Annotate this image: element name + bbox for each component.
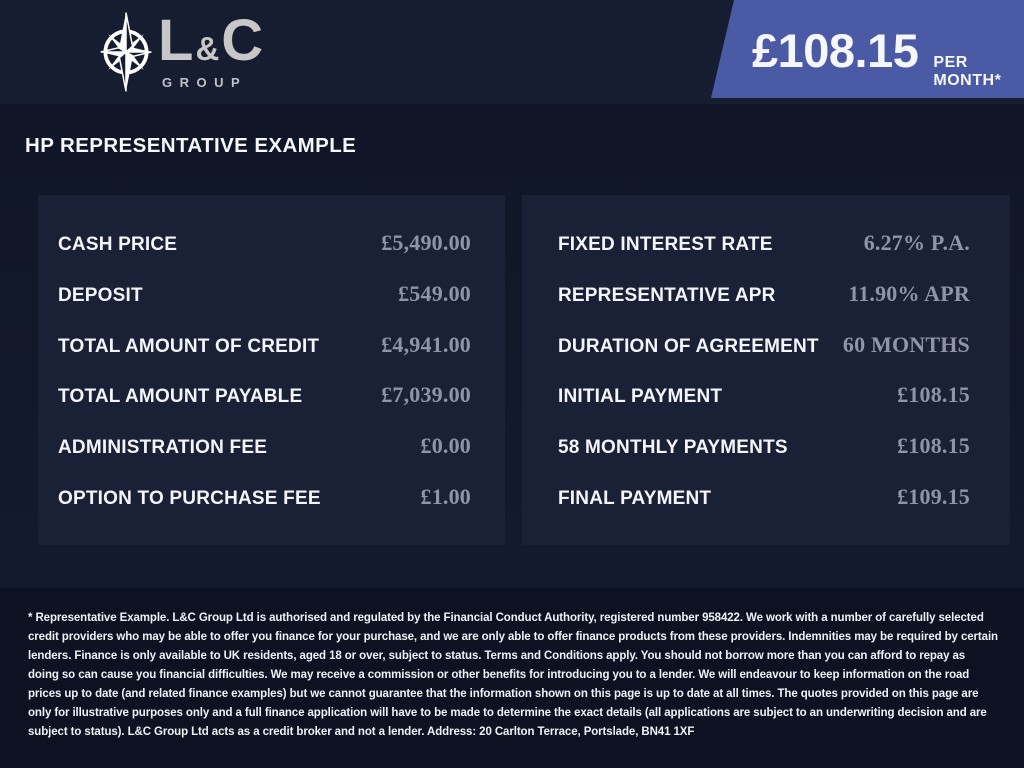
compass-rose-icon bbox=[100, 12, 152, 92]
finance-value: £549.00 bbox=[398, 280, 471, 306]
table-row: TOTAL AMOUNT PAYABLE £7,039.00 bbox=[58, 382, 471, 408]
table-row: REPRESENTATIVE APR 11.90% APR bbox=[558, 281, 970, 307]
finance-table-left: CASH PRICE £5,490.00 DEPOSIT £549.00 TOT… bbox=[38, 195, 505, 545]
finance-label: ADMINISTRATION FEE bbox=[58, 437, 268, 459]
table-row: DEPOSIT £549.00 bbox=[58, 281, 471, 307]
finance-value: £1.00 bbox=[420, 484, 471, 510]
finance-value: £109.15 bbox=[897, 484, 970, 510]
finance-label: REPRESENTATIVE APR bbox=[558, 284, 776, 306]
table-row: 58 MONTHLY PAYMENTS £108.15 bbox=[558, 433, 970, 459]
finance-label: OPTION TO PURCHASE FEE bbox=[58, 488, 321, 510]
finance-label: CASH PRICE bbox=[58, 233, 178, 255]
finance-label: 58 MONTHLY PAYMENTS bbox=[558, 437, 788, 459]
brand-letter-l: L bbox=[158, 8, 194, 73]
finance-label: TOTAL AMOUNT OF CREDIT bbox=[58, 335, 320, 357]
finance-value: £0.00 bbox=[420, 433, 471, 459]
monthly-price-period: PER MONTH* bbox=[933, 54, 1002, 89]
monthly-price-badge: £108.15 PER MONTH* bbox=[711, 0, 1024, 98]
finance-value: £5,490.00 bbox=[381, 229, 471, 255]
table-row: INITIAL PAYMENT £108.15 bbox=[558, 382, 970, 408]
finance-value: £7,039.00 bbox=[381, 382, 471, 408]
brand-letter-c: C bbox=[221, 8, 264, 73]
finance-value: 6.27% P.A. bbox=[863, 229, 970, 255]
disclaimer-text: * Representative Example. L&C Group Ltd … bbox=[28, 612, 998, 738]
table-row: OPTION TO PURCHASE FEE £1.00 bbox=[58, 484, 471, 510]
finance-value: £108.15 bbox=[897, 382, 970, 408]
finance-label: FIXED INTEREST RATE bbox=[558, 233, 773, 255]
table-row: FIXED INTEREST RATE 6.27% P.A. bbox=[558, 230, 970, 256]
finance-label: DEPOSIT bbox=[58, 284, 143, 306]
monthly-price-amount: £108.15 bbox=[752, 24, 919, 77]
table-row: DURATION OF AGREEMENT 60 MONTHS bbox=[558, 332, 970, 358]
brand-logo-text: L & C bbox=[158, 12, 263, 70]
finance-table-right: FIXED INTEREST RATE 6.27% P.A. REPRESENT… bbox=[522, 195, 1010, 545]
table-row: ADMINISTRATION FEE £0.00 bbox=[58, 433, 471, 459]
brand-ampersand: & bbox=[195, 30, 220, 67]
finance-example-body: HP REPRESENTATIVE EXAMPLE CASH PRICE £5,… bbox=[0, 104, 1024, 588]
finance-value: 60 MONTHS bbox=[842, 331, 970, 357]
header-bar: L & C GROUP £108.15 PER MONTH* bbox=[0, 0, 1024, 104]
table-row: TOTAL AMOUNT OF CREDIT £4,941.00 bbox=[58, 332, 471, 358]
finance-label: FINAL PAYMENT bbox=[558, 488, 712, 510]
finance-label: INITIAL PAYMENT bbox=[558, 386, 723, 408]
finance-value: 11.90% APR bbox=[848, 280, 970, 306]
brand-subtitle: GROUP bbox=[162, 75, 248, 90]
footer-disclaimer-band: * Representative Example. L&C Group Ltd … bbox=[0, 588, 1024, 768]
table-row: FINAL PAYMENT £109.15 bbox=[558, 484, 970, 510]
finance-value: £108.15 bbox=[897, 433, 970, 459]
table-row: CASH PRICE £5,490.00 bbox=[58, 230, 471, 256]
page-title: HP REPRESENTATIVE EXAMPLE bbox=[25, 134, 357, 157]
finance-label: DURATION OF AGREEMENT bbox=[558, 335, 819, 357]
finance-label: TOTAL AMOUNT PAYABLE bbox=[58, 386, 303, 408]
finance-value: £4,941.00 bbox=[381, 331, 471, 357]
